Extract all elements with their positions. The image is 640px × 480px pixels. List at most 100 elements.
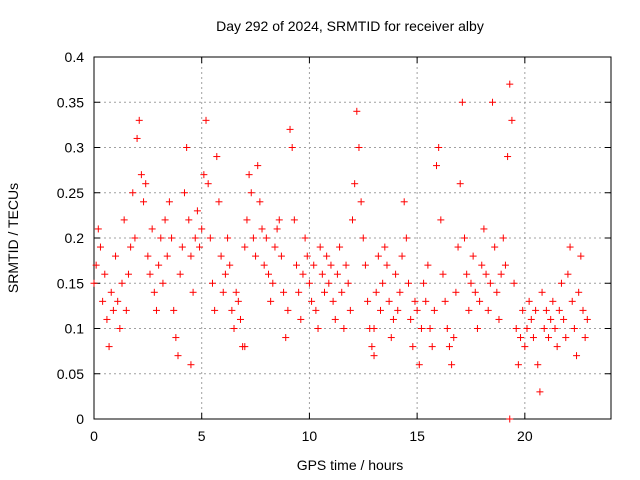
data-point xyxy=(92,261,100,269)
data-point xyxy=(353,107,361,115)
y-tick-label: 0.2 xyxy=(65,230,85,246)
data-point xyxy=(150,288,158,296)
data-point xyxy=(198,225,206,233)
data-point xyxy=(534,361,542,369)
data-point xyxy=(271,243,279,251)
data-point xyxy=(583,315,591,323)
data-point xyxy=(103,315,111,323)
y-tick-label: 0.25 xyxy=(57,185,84,201)
data-point xyxy=(342,261,350,269)
data-point xyxy=(536,388,544,396)
data-point xyxy=(506,80,514,88)
data-point xyxy=(185,216,193,224)
data-point xyxy=(131,234,139,242)
data-point xyxy=(508,116,516,124)
data-point xyxy=(241,243,249,251)
data-point xyxy=(213,153,221,161)
data-point xyxy=(461,234,469,242)
data-point xyxy=(262,234,270,242)
data-point xyxy=(157,234,165,242)
data-point xyxy=(377,306,385,314)
data-point xyxy=(499,234,507,242)
data-point xyxy=(290,216,298,224)
data-point xyxy=(560,315,568,323)
data-point xyxy=(514,361,522,369)
data-point xyxy=(439,270,447,278)
data-point xyxy=(127,243,135,251)
data-point xyxy=(364,297,372,305)
data-point xyxy=(247,189,255,197)
data-point xyxy=(101,270,109,278)
data-point xyxy=(379,279,387,287)
data-point xyxy=(538,288,546,296)
data-point xyxy=(349,216,356,224)
x-axis-title: GPS time / hours xyxy=(297,457,404,473)
data-point xyxy=(333,270,341,278)
data-point xyxy=(525,297,533,305)
data-point xyxy=(501,261,509,269)
data-point xyxy=(161,216,169,224)
data-point xyxy=(338,288,346,296)
data-point xyxy=(553,343,561,351)
data-point xyxy=(482,270,490,278)
data-point xyxy=(389,315,397,323)
data-point xyxy=(243,216,251,224)
data-point xyxy=(316,243,324,251)
data-point xyxy=(292,261,300,269)
data-point xyxy=(564,270,572,278)
data-point xyxy=(396,288,404,296)
data-point xyxy=(114,297,122,305)
data-point xyxy=(118,279,126,287)
y-tick-label: 0.1 xyxy=(65,321,85,337)
data-point xyxy=(310,261,318,269)
data-point xyxy=(288,144,296,151)
data-point xyxy=(148,225,156,233)
data-point xyxy=(519,306,527,314)
data-point xyxy=(284,306,292,314)
data-point xyxy=(435,144,443,151)
data-point xyxy=(336,243,344,251)
data-point xyxy=(172,334,180,342)
data-point xyxy=(152,306,160,314)
y-tick-label: 0 xyxy=(76,411,84,427)
data-point xyxy=(424,261,432,269)
x-tick-label: 15 xyxy=(409,428,425,444)
data-point xyxy=(323,252,331,260)
data-point xyxy=(372,288,380,296)
data-point xyxy=(473,325,481,332)
data-point xyxy=(493,288,501,296)
data-point xyxy=(187,252,195,260)
data-point xyxy=(581,334,589,342)
data-point xyxy=(163,252,171,260)
data-point xyxy=(465,306,473,314)
y-tick-label: 0.4 xyxy=(65,49,85,65)
data-point xyxy=(327,261,335,269)
x-tick-label: 20 xyxy=(517,428,533,444)
data-point xyxy=(146,270,154,278)
data-point xyxy=(258,225,266,233)
data-point xyxy=(90,279,98,287)
data-point xyxy=(94,225,102,233)
data-point xyxy=(566,243,574,251)
data-point xyxy=(277,252,285,260)
data-point xyxy=(547,315,555,323)
data-point xyxy=(555,306,563,314)
data-point xyxy=(129,189,137,197)
data-point xyxy=(133,134,141,142)
data-point xyxy=(176,270,184,278)
data-point xyxy=(357,198,365,206)
data-point xyxy=(428,343,436,351)
data-point xyxy=(392,270,400,278)
data-point xyxy=(402,234,410,242)
data-point xyxy=(168,234,176,242)
data-point xyxy=(346,306,354,314)
data-point xyxy=(394,306,402,314)
data-point xyxy=(301,234,309,242)
data-point xyxy=(105,343,113,351)
data-point xyxy=(297,315,305,323)
data-point xyxy=(211,306,219,314)
data-point xyxy=(331,315,339,323)
data-point xyxy=(370,325,378,332)
data-point xyxy=(452,288,460,296)
